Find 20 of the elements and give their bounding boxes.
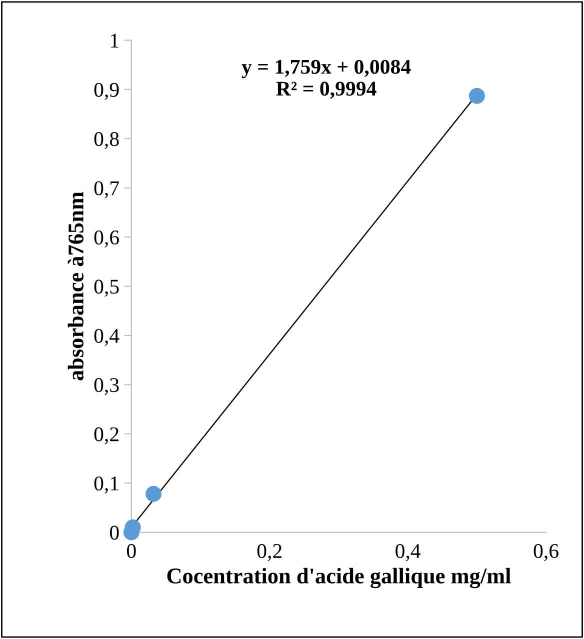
x-tick-label: 0,4	[396, 544, 421, 562]
annotation: y = 1,759x + 0,0084 R² = 0,9994	[242, 60, 411, 99]
y-tick-label: 0,9	[94, 82, 119, 100]
x-tick-label: 0,2	[257, 544, 282, 562]
y-tick-label: 0,3	[94, 378, 119, 396]
x-tick-label: 0	[126, 544, 136, 558]
y-tick-label: 1	[111, 34, 118, 48]
y-axis-title: absorbance à765nm	[68, 192, 84, 380]
y-tick-label: 0,4	[94, 328, 120, 346]
x-tick-label: 0,6	[534, 544, 558, 562]
y-tick-label: 0,8	[94, 132, 119, 150]
point	[468, 88, 485, 104]
y-tick-label: 0,7	[94, 181, 119, 198]
y-tick-label: 0,1	[94, 476, 118, 494]
y-tick-label: 0,6	[94, 230, 119, 248]
x-axis-title: Cocentration d'acide gallique mg/ml	[167, 568, 511, 588]
y-tick-label: 0,2	[94, 427, 118, 444]
y-tick-label: 0	[110, 526, 119, 540]
y-tick-label: 0,5	[94, 280, 119, 297]
point	[146, 486, 162, 502]
